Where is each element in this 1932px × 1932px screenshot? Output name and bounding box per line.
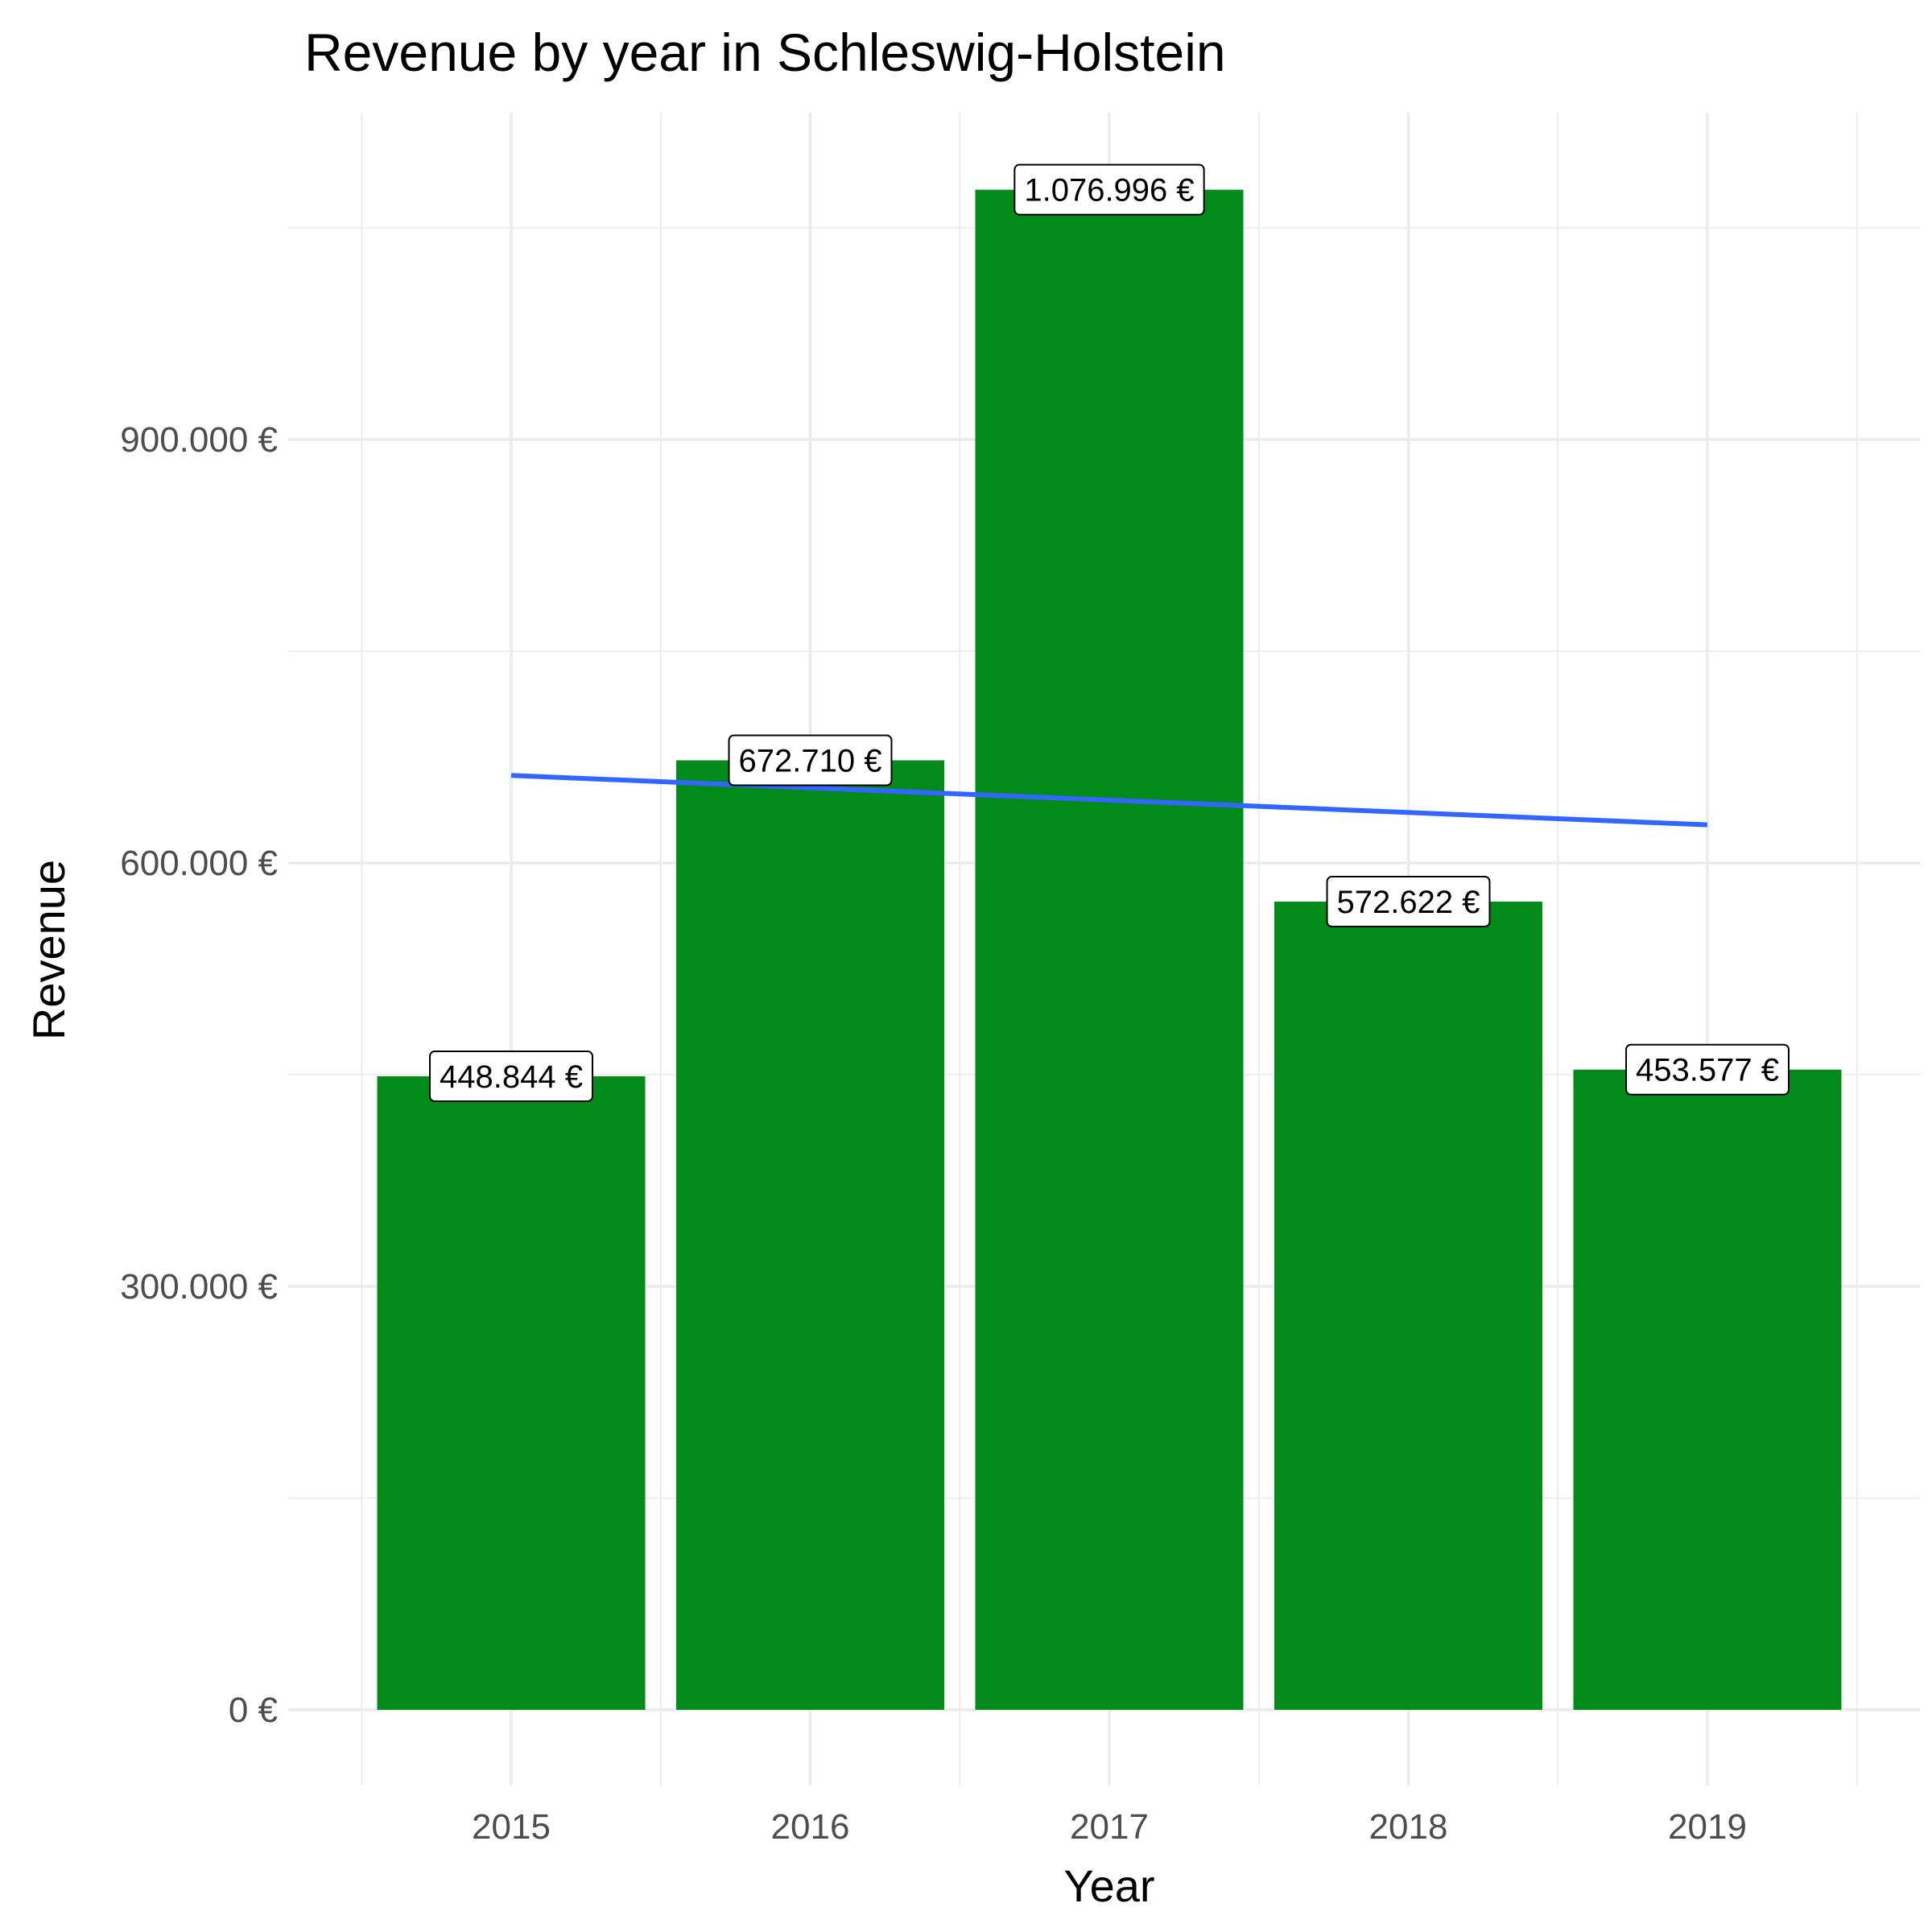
y-tick-label: 600.000 € — [120, 844, 278, 883]
bar-2016 — [676, 760, 944, 1710]
bar-2018 — [1274, 902, 1542, 1710]
x-axis-ticks: 2015 2016 2017 2018 2019 — [472, 1807, 1747, 1847]
y-tick-label: 300.000 € — [120, 1267, 278, 1307]
data-label-2019: 453.577 € — [1625, 1043, 1790, 1096]
chart-title: Revenue by year in Schleswig-Holstein — [304, 23, 1226, 82]
data-label-box — [728, 734, 893, 786]
data-label-2016: 672.710 € — [728, 734, 893, 786]
trend-line — [510, 773, 1708, 828]
data-label-text: 448.844 € — [440, 1059, 583, 1095]
trend-line-group — [510, 773, 1708, 828]
data-label-text: 672.710 € — [739, 744, 882, 779]
data-label-box — [1625, 1043, 1790, 1096]
data-label-2017: 1.076.996 € — [1013, 163, 1205, 216]
y-axis-ticks: 0 € 300.000 € 600.000 € 900.000 € — [120, 420, 278, 1730]
x-tick-label: 2016 — [771, 1807, 850, 1847]
y-axis-title: Revenue — [23, 860, 74, 1040]
bar-2017 — [975, 189, 1244, 1711]
data-label-text: 453.577 € — [1636, 1053, 1779, 1088]
data-labels: 448.844 € 672.710 € 1.076.996 € 572.622 € 45… — [429, 163, 1790, 1103]
x-tick-label: 2015 — [472, 1807, 551, 1847]
x-tick-label: 2018 — [1369, 1807, 1448, 1847]
bar-2019 — [1573, 1069, 1842, 1710]
x-axis-title: Year — [1063, 1860, 1154, 1911]
data-label-2015: 448.844 € — [429, 1051, 593, 1103]
x-tick-label: 2017 — [1070, 1807, 1149, 1847]
bar-2015 — [377, 1076, 646, 1710]
y-tick-label: 0 € — [229, 1690, 278, 1730]
data-label-box — [1013, 163, 1205, 216]
data-label-box — [1326, 876, 1491, 928]
data-label-text: 572.622 € — [1337, 885, 1480, 920]
data-label-box — [429, 1051, 593, 1103]
y-tick-label: 900.000 € — [120, 420, 278, 460]
data-label-text: 1.076.996 € — [1024, 173, 1194, 208]
x-tick-label: 2019 — [1668, 1807, 1747, 1847]
bars — [377, 189, 1842, 1711]
data-label-2018: 572.622 € — [1326, 876, 1491, 928]
